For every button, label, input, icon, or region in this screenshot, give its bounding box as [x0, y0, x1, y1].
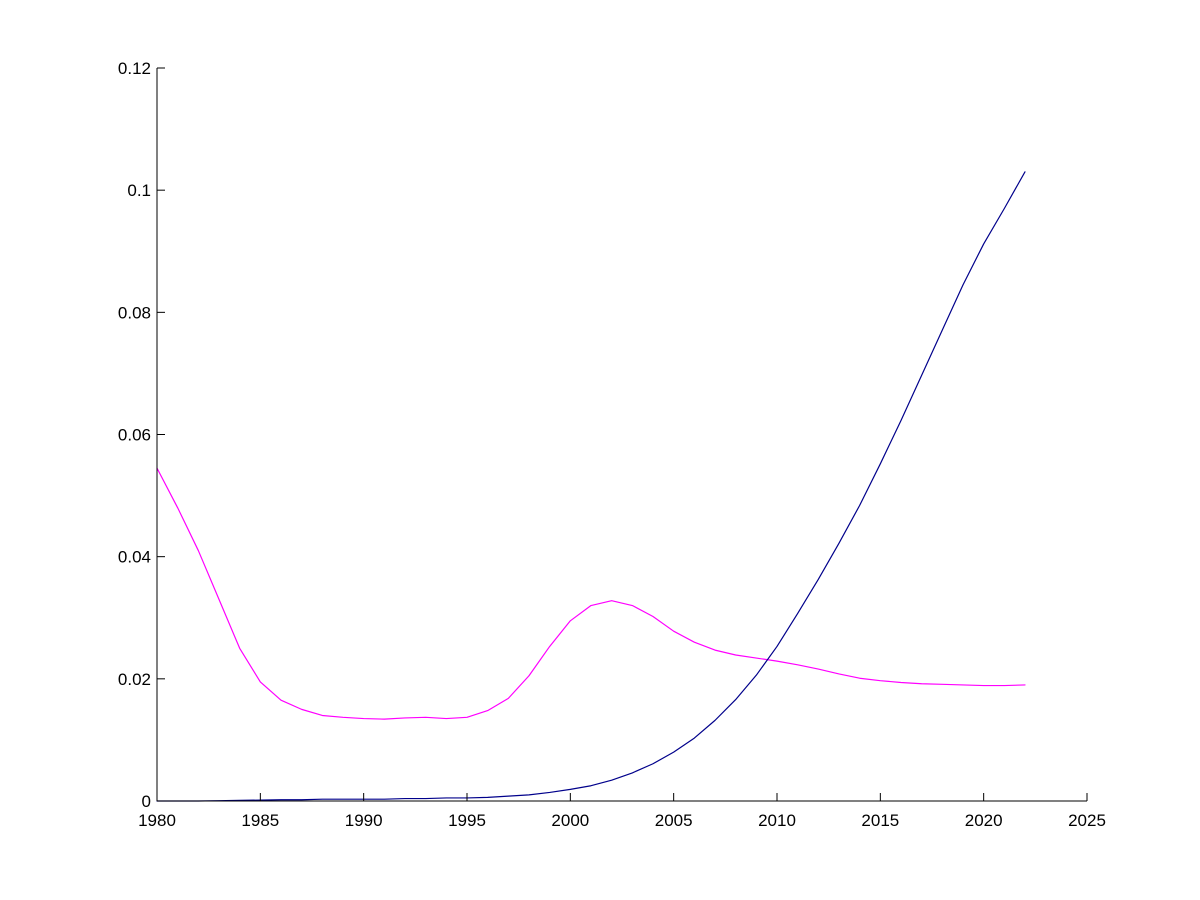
x-tick-label: 2010 [758, 811, 796, 830]
series-layer [156, 171, 1026, 802]
y-tick-label: 0 [142, 792, 151, 811]
series-line-1 [156, 467, 1026, 720]
y-tick-label: 0.04 [118, 548, 151, 567]
x-tick-label: 2005 [655, 811, 693, 830]
x-tick-label: 2025 [1068, 811, 1106, 830]
x-tick-label: 1985 [241, 811, 279, 830]
y-tick-label: 0.12 [118, 59, 151, 78]
x-tick-label: 1995 [448, 811, 486, 830]
axes-layer: 1980 1985 1990 1995 2000 2005 2010 2015 2020 2025… [118, 59, 1106, 830]
x-tick-label: 1980 [138, 811, 176, 830]
x-tick-label: 2000 [551, 811, 589, 830]
x-tick-label: 2015 [861, 811, 899, 830]
series-line-2 [156, 171, 1026, 802]
y-tick-label: 0.06 [118, 426, 151, 445]
y-tick-label: 0.08 [118, 303, 151, 322]
x-tick-label: 2020 [965, 811, 1003, 830]
x-tick-label: 1990 [345, 811, 383, 830]
y-tick-label: 0.1 [127, 181, 151, 200]
y-tick-label: 0.02 [118, 670, 151, 689]
